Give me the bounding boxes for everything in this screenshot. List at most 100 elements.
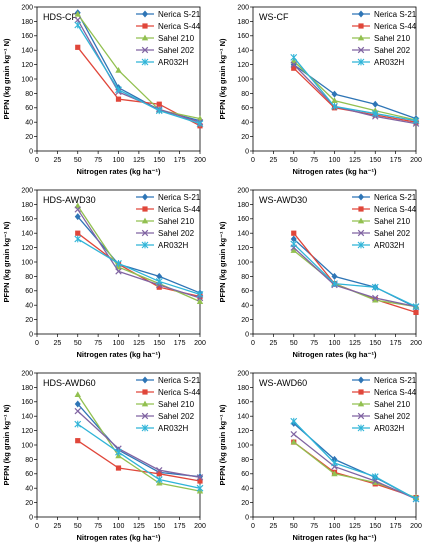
y-tick-label: 120	[21, 245, 33, 252]
legend-marker	[141, 229, 149, 237]
legend-entry: AR032H	[374, 58, 404, 67]
x-axis-title: Nitrogen rates (kg ha⁻¹)	[77, 533, 161, 542]
data-point	[74, 206, 81, 213]
data-point	[156, 272, 163, 280]
x-tick-label: 75	[94, 523, 102, 530]
data-point	[412, 303, 420, 311]
x-axis-title: Nitrogen rates (kg ha⁻¹)	[77, 350, 161, 359]
series-line	[77, 440, 201, 482]
legend-entry: Sahel 202	[158, 412, 195, 421]
y-axis-title: PFPN (kg grain kg⁻¹ N)	[218, 404, 227, 486]
x-tick-label: 25	[53, 157, 61, 164]
y-tick-label: 180	[237, 202, 249, 209]
y-tick-label: 40	[25, 120, 33, 127]
y-tick-label: 40	[241, 120, 249, 127]
series-line	[293, 64, 417, 120]
x-tick-label: 75	[310, 157, 318, 164]
y-tick-label: 100	[21, 259, 33, 266]
x-tick-label: 0	[251, 340, 255, 347]
y-tick-label: 140	[21, 414, 33, 421]
series-line	[293, 64, 417, 125]
data-point	[331, 280, 338, 287]
x-tick-label: 100	[329, 157, 341, 164]
y-tick-label: 60	[25, 288, 33, 295]
data-point	[290, 54, 298, 61]
y-tick-label: 100	[237, 259, 249, 266]
y-tick-label: 20	[25, 317, 33, 324]
data-point	[196, 298, 204, 304]
y-tick-label: 160	[237, 399, 249, 406]
x-tick-label: 100	[113, 523, 125, 530]
series-line	[77, 238, 201, 296]
data-point	[115, 96, 122, 102]
legend-entry: AR032H	[158, 424, 188, 433]
panel-title: HDS-AWD30	[43, 195, 96, 205]
y-tick-label: 160	[21, 33, 33, 40]
chart-panel-1: 0 20 40 60 80 100 120 140 160 180 200 0 25 50 75 100 125…	[2, 4, 206, 176]
legend-entry: Nerica S-21	[158, 193, 201, 202]
legend-entry: Sahel 210	[374, 34, 411, 43]
legend-marker	[357, 412, 365, 420]
legend-marker	[357, 241, 365, 249]
y-axis-title: PFPN (kg grain kg⁻¹ N)	[2, 404, 11, 486]
legend-marker	[142, 23, 148, 29]
y-tick-label: 60	[25, 471, 33, 478]
x-axis-title: Nitrogen rates (kg ha⁻¹)	[77, 167, 161, 176]
y-tick-label: 200	[21, 187, 33, 194]
legend-entry: Sahel 210	[374, 400, 411, 409]
legend-marker	[358, 10, 364, 18]
y-tick-label: 40	[241, 486, 249, 493]
x-tick-label: 150	[369, 340, 381, 347]
legend-entry: AR032H	[158, 58, 188, 67]
x-tick-label: 200	[410, 340, 422, 347]
data-point	[196, 115, 204, 121]
panel-title: HDS-AWD60	[43, 378, 96, 388]
y-tick-label: 100	[21, 76, 33, 83]
data-point	[155, 278, 163, 285]
legend-marker	[357, 400, 365, 407]
y-tick-label: 0	[29, 331, 33, 338]
y-tick-label: 20	[241, 134, 249, 141]
x-tick-label: 100	[113, 340, 125, 347]
chart-panel-6: 0 20 40 60 80 100 120 140 160 180 200 0 25 50 75 100 125…	[218, 370, 422, 542]
y-tick-label: 140	[21, 48, 33, 55]
data-point	[74, 21, 82, 29]
y-tick-label: 140	[237, 48, 249, 55]
series-line	[77, 24, 201, 125]
legend-marker	[141, 46, 149, 54]
y-tick-label: 20	[25, 500, 33, 507]
x-tick-label: 175	[174, 523, 186, 530]
chart-panel-3: 0 20 40 60 80 100 120 140 160 180 200 0 25 50 75 100 125…	[2, 187, 206, 359]
y-tick-label: 120	[21, 62, 33, 69]
legend-entry: Nerica S-44	[158, 388, 201, 397]
data-point	[115, 86, 122, 94]
x-tick-label: 25	[269, 340, 277, 347]
legend-marker	[358, 389, 364, 395]
series-line	[293, 243, 417, 308]
data-point	[196, 484, 204, 492]
data-point	[155, 476, 163, 483]
y-tick-label: 80	[241, 274, 249, 281]
legend-entry: Sahel 210	[158, 34, 195, 43]
data-point	[197, 478, 203, 484]
legend-entry: Sahel 202	[158, 46, 195, 55]
y-tick-label: 0	[245, 148, 249, 155]
x-tick-label: 0	[35, 523, 39, 530]
data-point	[290, 438, 297, 445]
x-tick-label: 25	[53, 340, 61, 347]
x-tick-label: 200	[194, 157, 206, 164]
x-tick-label: 50	[74, 523, 82, 530]
panel-title: WS-AWD30	[259, 195, 307, 205]
legend-marker	[141, 241, 149, 249]
legend-marker	[141, 217, 149, 224]
data-point	[115, 448, 122, 456]
x-tick-label: 200	[194, 523, 206, 530]
legend-entry: Nerica S-21	[374, 10, 417, 19]
data-point	[290, 430, 297, 438]
x-tick-label: 150	[153, 157, 165, 164]
x-tick-label: 150	[153, 523, 165, 530]
y-tick-label: 120	[237, 245, 249, 252]
y-tick-label: 140	[237, 231, 249, 238]
y-tick-label: 140	[21, 231, 33, 238]
legend-entry: Nerica S-21	[158, 376, 201, 385]
